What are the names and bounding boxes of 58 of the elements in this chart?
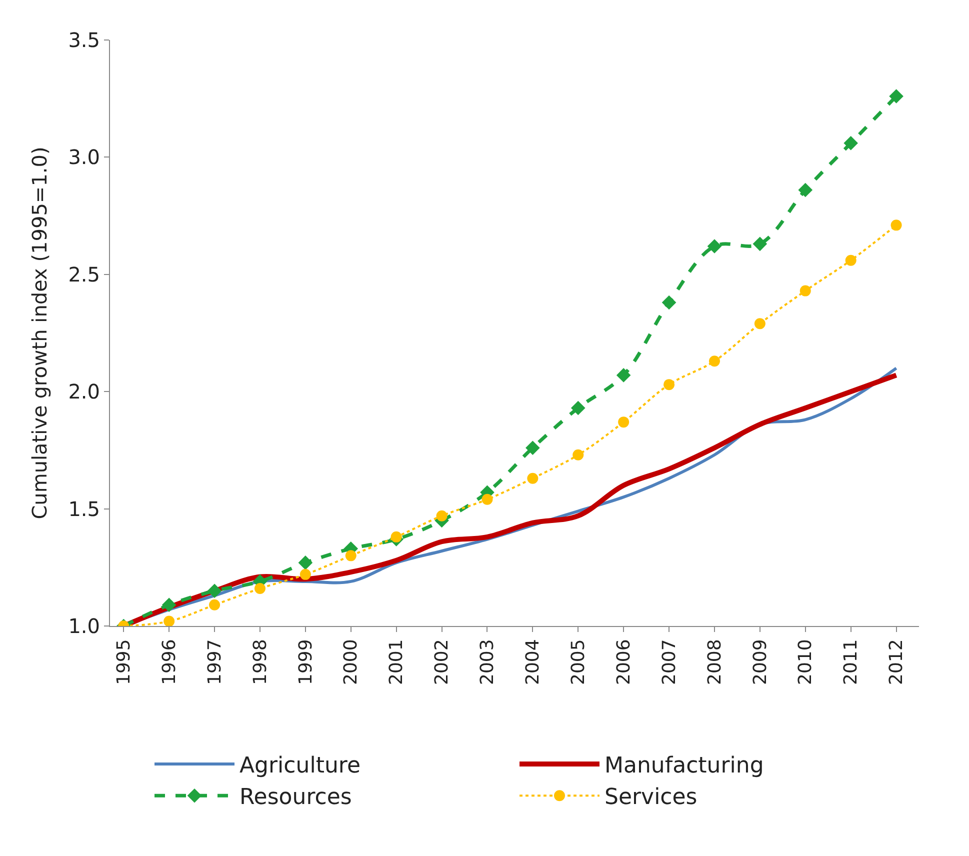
x-tick-label: 2008 xyxy=(704,639,726,686)
point xyxy=(162,598,176,612)
point xyxy=(570,400,586,416)
point xyxy=(800,285,811,296)
point xyxy=(845,254,856,266)
y-tick-label: 2.5 xyxy=(68,262,100,286)
x-tick-label: 2004 xyxy=(522,639,544,686)
point xyxy=(664,379,675,390)
legend-label: Agriculture xyxy=(240,754,360,779)
x-tick-label: 1995 xyxy=(113,639,134,686)
point xyxy=(662,295,676,310)
point xyxy=(708,356,720,367)
x-tick-label: 2002 xyxy=(432,639,453,686)
point xyxy=(707,239,722,254)
point xyxy=(752,236,768,252)
legend-label: Manufacturing xyxy=(604,754,764,779)
x-tick-label: 1996 xyxy=(158,639,180,686)
x-tick-label: 1999 xyxy=(295,639,316,686)
x-tick-label: 2001 xyxy=(386,639,408,686)
y-tick-label: 3.0 xyxy=(68,145,100,170)
point xyxy=(527,472,538,484)
x-tick-label: 2003 xyxy=(477,639,498,686)
y-tick-label: 3.5 xyxy=(68,28,100,52)
x-tick-label: 2006 xyxy=(613,639,634,686)
x-tick-label: 2011 xyxy=(840,639,862,686)
x-tick-label: 2000 xyxy=(340,639,362,686)
point xyxy=(526,440,540,456)
x-tick-label: 1997 xyxy=(204,639,226,686)
y-tick-label: 1.0 xyxy=(68,614,100,638)
point xyxy=(390,531,402,542)
point xyxy=(844,136,858,150)
x-tick-label: 2012 xyxy=(886,639,908,686)
point xyxy=(482,494,493,505)
legend-label: Resources xyxy=(240,785,352,810)
point xyxy=(207,584,222,598)
point xyxy=(890,220,902,231)
point xyxy=(254,583,266,594)
y-tick-label: 2.0 xyxy=(68,380,100,404)
point xyxy=(298,556,313,570)
x-tick-label: 2007 xyxy=(658,639,680,686)
y-tick-label: 1.5 xyxy=(68,496,100,521)
point xyxy=(300,568,311,580)
point xyxy=(572,449,584,460)
point xyxy=(345,550,356,562)
point xyxy=(889,89,904,104)
point xyxy=(618,416,630,428)
x-tick-label: 2010 xyxy=(795,639,816,686)
x-tick-label: 1998 xyxy=(250,639,271,686)
y-axis-title: Cumulative growth index (1995=1.0) xyxy=(28,146,52,520)
x-tick-label: 2009 xyxy=(750,639,771,686)
point xyxy=(209,599,220,610)
point xyxy=(436,510,448,522)
point xyxy=(616,368,631,382)
legend-label: Services xyxy=(604,785,698,810)
x-tick-label: 2005 xyxy=(568,639,589,686)
point xyxy=(798,182,813,198)
point xyxy=(164,616,175,626)
point xyxy=(754,318,766,330)
